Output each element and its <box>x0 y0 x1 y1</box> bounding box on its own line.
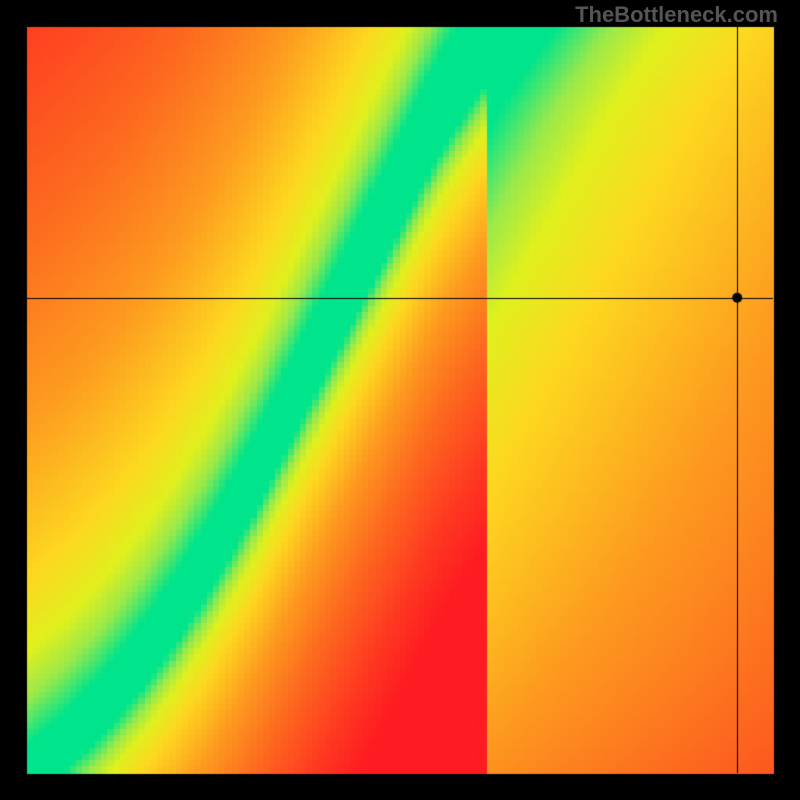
chart-container: TheBottleneck.com <box>0 0 800 800</box>
bottleneck-heatmap <box>0 0 800 800</box>
watermark-text: TheBottleneck.com <box>575 2 778 28</box>
